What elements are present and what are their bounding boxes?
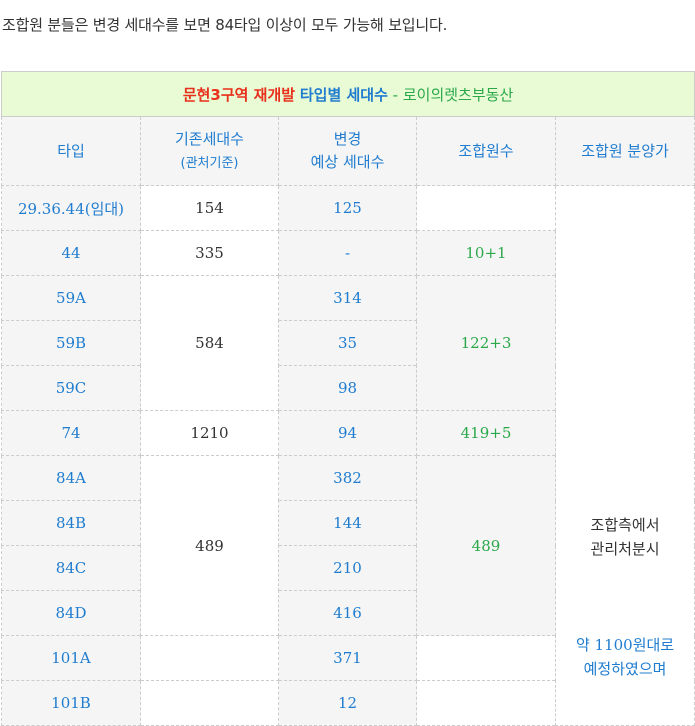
members-cell — [416, 635, 556, 681]
estimated-units-cell: - — [278, 230, 417, 276]
header-member-price: 조합원 분양가 — [554, 116, 695, 186]
base-units-cell: 584 — [140, 275, 279, 411]
title-area: 문현3구역 재개발 — [182, 85, 296, 104]
header-type: 타입 — [1, 116, 141, 186]
header-members: 조합원수 — [416, 116, 556, 186]
table-title: 문현3구역 재개발 타입별 세대수 - 로이의렛츠부동산 — [0, 71, 695, 117]
intro-text: 조합원 분들은 변경 세대수를 보면 84타입 이상이 모두 가능해 보입니다. — [2, 16, 448, 34]
base-units-cell: 154 — [140, 185, 279, 231]
price-note-line2: 관리처분시 — [590, 539, 660, 558]
type-cell: 101B — [1, 680, 141, 726]
estimated-units-cell: 94 — [278, 410, 417, 456]
base-units-cell: 489 — [140, 455, 279, 636]
type-cell: 74 — [1, 410, 141, 456]
members-cell — [416, 680, 556, 726]
table-row: 59A 584 314 122+3 — [1, 275, 695, 411]
type-cell: 29.36.44(임대) — [1, 185, 141, 231]
estimated-units-cell: 314 — [278, 275, 417, 321]
type-cell: 59A — [1, 275, 141, 321]
type-cell: 84A — [1, 455, 141, 501]
header-estimated-units: 변경 예상 세대수 — [278, 116, 417, 186]
type-cell: 59B — [1, 320, 141, 366]
unit-type-table: 문현3구역 재개발 타입별 세대수 - 로이의렛츠부동산 타입 기존세대수 (관… — [0, 71, 695, 726]
price-note-2: 약 1100원대로 예정하였으며 — [560, 633, 690, 681]
estimated-units-cell: 416 — [278, 590, 417, 636]
member-price-cell: 조합측에서 관리처분시 약 1100원대로 예정하였으며 — [554, 185, 695, 726]
type-cell: 84D — [1, 590, 141, 636]
members-cell — [416, 185, 556, 231]
header-estimated-units-line2: 예상 세대수 — [310, 153, 385, 171]
price-note-line1: 조합측에서 — [590, 515, 660, 534]
table-title-row: 문현3구역 재개발 타입별 세대수 - 로이의렛츠부동산 — [0, 71, 695, 117]
table-row: 101B 12 — [1, 680, 695, 726]
estimated-units-cell: 371 — [278, 635, 417, 681]
members-cell: 419+5 — [416, 410, 556, 456]
price-note-line3: 약 1100원대로 — [575, 635, 675, 654]
base-units-cell: 1210 — [140, 410, 279, 456]
estimated-units-cell: 98 — [278, 365, 417, 411]
price-note-1: 조합측에서 관리처분시 — [560, 513, 690, 561]
table-row: 44 335 - 10+1 — [1, 230, 695, 276]
table-row: 59C 98 — [1, 365, 695, 411]
base-units-cell: 335 — [140, 230, 279, 276]
table-header-row: 타입 기존세대수 (관처기준) 변경 예상 세대수 조합원수 조합원 분양가 — [1, 116, 695, 186]
title-subject: 타입별 세대수 — [299, 85, 388, 104]
members-cell: 122+3 — [416, 275, 556, 411]
type-cell: 84C — [1, 545, 141, 591]
table-row: 29.36.44(임대) 154 125 조합측에서 관리처분시 약 1100원… — [1, 185, 695, 726]
price-note-line4: 예정하였으며 — [583, 659, 667, 678]
base-units-cell — [140, 680, 279, 726]
table-row: 84B 144 — [1, 500, 695, 546]
type-cell: 84B — [1, 500, 141, 546]
members-cell: 10+1 — [416, 230, 556, 276]
estimated-units-cell: 12 — [278, 680, 417, 726]
type-cell: 59C — [1, 365, 141, 411]
estimated-units-cell: 382 — [278, 455, 417, 501]
header-base-units-line1: 기존세대수 — [174, 129, 244, 148]
header-base-units: 기존세대수 (관처기준) — [140, 116, 279, 186]
members-cell: 489 — [416, 455, 556, 636]
estimated-units-cell: 125 — [278, 185, 417, 231]
type-cell: 44 — [1, 230, 141, 276]
estimated-units-cell: 35 — [278, 320, 417, 366]
table-row: 59B 35 — [1, 320, 695, 366]
header-estimated-units-line1: 변경 — [333, 130, 362, 148]
table-row: 84A 489 382 489 — [1, 455, 695, 636]
estimated-units-cell: 144 — [278, 500, 417, 546]
type-cell: 101A — [1, 635, 141, 681]
title-source: - 로이의렛츠부동산 — [387, 85, 514, 104]
estimated-units-cell: 210 — [278, 545, 417, 591]
table-row: 84D 416 — [1, 590, 695, 636]
base-units-cell — [140, 635, 279, 681]
header-base-units-line2: (관처기준) — [180, 155, 239, 171]
